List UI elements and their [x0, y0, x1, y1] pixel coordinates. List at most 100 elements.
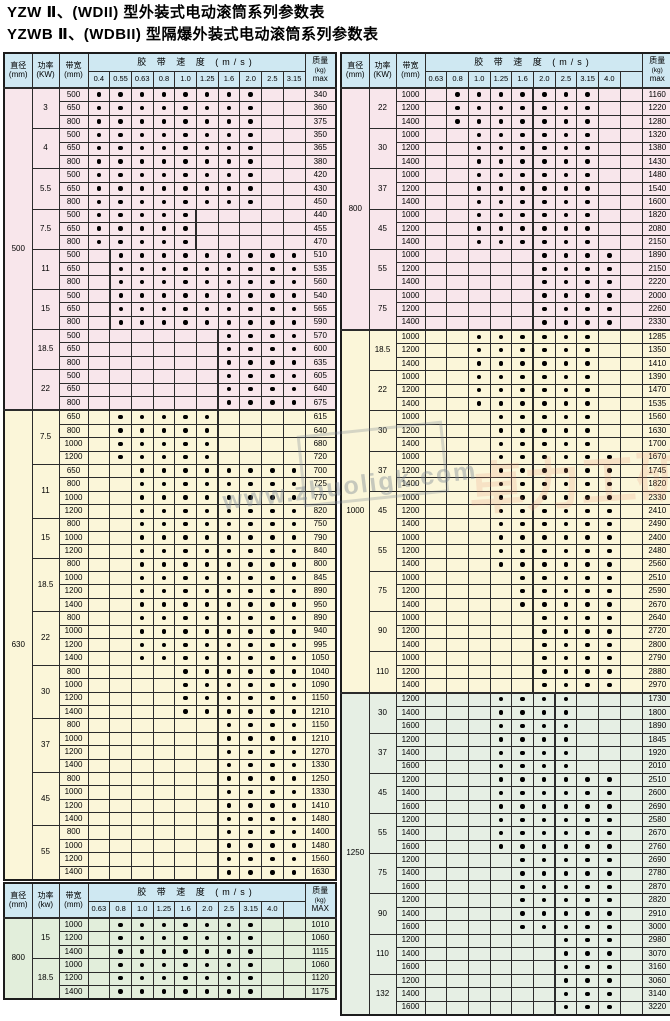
speed-cell	[261, 141, 284, 156]
speed-cell	[446, 343, 469, 358]
dot	[118, 92, 123, 97]
dot	[498, 401, 504, 406]
dot	[140, 266, 145, 271]
speed-tick: 2.5	[261, 71, 284, 89]
mass-cell: 1560	[304, 852, 337, 867]
dot	[542, 495, 547, 500]
mass-cell: 380	[304, 154, 337, 170]
dot	[520, 710, 525, 715]
speed-cell	[489, 141, 513, 156]
dot	[520, 172, 525, 178]
dot	[183, 186, 188, 191]
speed-cell	[598, 181, 621, 197]
speed-cell	[217, 195, 241, 210]
speed-cell	[619, 396, 643, 412]
speed-cell	[261, 369, 284, 384]
speed-cell	[489, 786, 513, 801]
speed-cell	[467, 880, 491, 895]
dot	[140, 92, 145, 97]
speed-cell	[109, 221, 132, 237]
speed-cell	[424, 141, 448, 156]
speed-cell	[532, 759, 556, 774]
dot	[270, 400, 275, 405]
speed-cell	[511, 786, 534, 801]
dot	[227, 575, 232, 580]
dot	[498, 119, 504, 124]
band-width-cell: 1200	[395, 383, 426, 398]
dot	[270, 642, 275, 647]
table-row: 1400 2490	[341, 517, 670, 532]
dot	[226, 186, 232, 191]
speed-cell	[282, 154, 306, 170]
power-header: 功率 (KW)	[31, 52, 60, 89]
speed-cell	[511, 343, 534, 358]
mass-cell: 535	[304, 262, 337, 277]
dot	[563, 468, 569, 473]
dot	[270, 468, 275, 473]
dot	[542, 655, 547, 661]
speed-cell	[576, 839, 599, 855]
dot	[161, 441, 167, 447]
speed-cell	[424, 987, 448, 1002]
speed-cell	[489, 181, 513, 197]
speed-cell	[554, 208, 578, 223]
dot	[291, 682, 297, 688]
speed-cell	[576, 584, 599, 599]
dot	[270, 629, 275, 634]
dot	[585, 790, 590, 796]
speed-cell	[130, 490, 154, 506]
speed-cell	[217, 490, 241, 506]
band-width-cell: 1600	[395, 960, 426, 975]
dot	[118, 253, 123, 258]
dot	[140, 239, 145, 245]
speed-cell	[576, 141, 599, 156]
speed-cell	[511, 302, 534, 317]
speed-cell	[174, 101, 197, 116]
speed-cell	[109, 544, 132, 559]
band-width-cell: 1400	[395, 396, 426, 412]
mass-cell: 2760	[641, 839, 670, 855]
dot	[270, 736, 275, 741]
speed-cell	[598, 302, 621, 317]
speed-cell	[511, 114, 534, 130]
mass-cell: 3070	[641, 946, 670, 962]
table-row: 1400 1330	[4, 758, 337, 773]
band-width-cell: 1000	[58, 530, 89, 546]
band-width-cell: 800	[58, 718, 89, 733]
dot	[563, 159, 569, 164]
speed-cell	[282, 235, 306, 250]
dot	[291, 870, 297, 875]
speed-cell	[446, 114, 469, 130]
dot	[161, 159, 167, 164]
speed-cell	[446, 866, 469, 882]
dot	[520, 441, 525, 447]
speed-cell	[152, 168, 176, 183]
dot	[564, 991, 569, 997]
speed-cell	[576, 732, 599, 748]
speed-cell	[109, 101, 132, 116]
dot	[541, 871, 547, 876]
dot	[183, 696, 188, 701]
table-row: 650 535	[4, 262, 337, 277]
dot	[291, 709, 297, 714]
speed-cell	[511, 437, 534, 452]
mass-cell: 1320	[641, 128, 670, 143]
dot	[291, 400, 297, 405]
table-row: 800 635	[4, 355, 337, 371]
speed-cell	[282, 355, 306, 371]
speed-cell	[446, 799, 469, 815]
speed-cell	[130, 838, 154, 854]
dot	[248, 105, 253, 111]
speed-cell	[174, 395, 197, 411]
table-row: 1200 1560	[4, 852, 337, 867]
speed-cell	[489, 813, 513, 828]
speed-cell	[619, 973, 643, 989]
table-row: 22 800 890	[4, 611, 337, 666]
table-row: 1200 1120	[4, 971, 337, 987]
speed-cell	[239, 985, 262, 1000]
dot	[542, 293, 547, 298]
speed-cell	[467, 437, 491, 452]
speed-cell	[511, 584, 534, 599]
dot	[541, 777, 547, 782]
dot	[161, 132, 167, 138]
